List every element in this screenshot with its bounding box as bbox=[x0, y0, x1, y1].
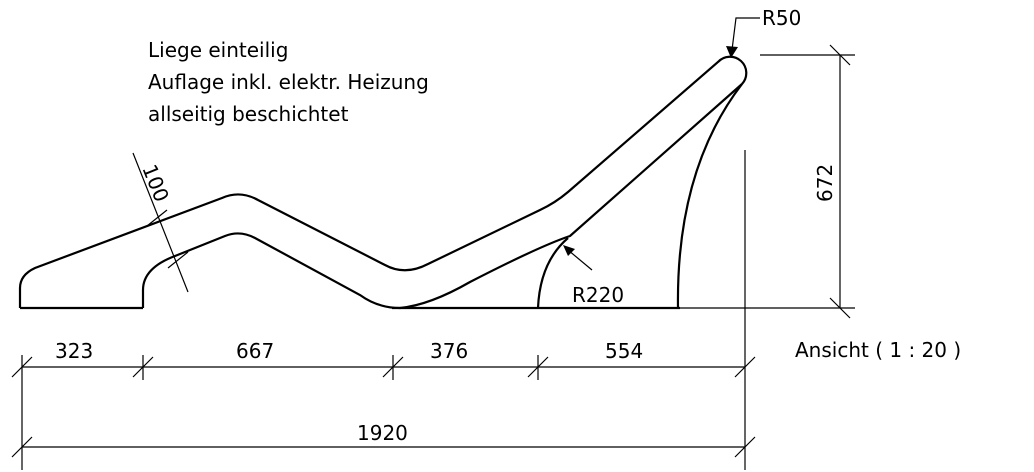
note: allseitig beschichtet bbox=[148, 102, 349, 126]
segment-label: 554 bbox=[605, 339, 643, 363]
dimension-lines bbox=[11, 17, 855, 470]
segment-label: 667 bbox=[236, 339, 274, 363]
segment-label: 376 bbox=[430, 339, 468, 363]
radius-label: R50 bbox=[762, 6, 801, 30]
caption: Ansicht ( 1 : 20 ) bbox=[795, 338, 961, 362]
lounger-outline bbox=[18, 55, 748, 310]
thickness-label: 100 bbox=[137, 161, 174, 205]
note: Liege einteilig bbox=[148, 38, 288, 62]
radius-label: R220 bbox=[572, 283, 624, 307]
height-label: 672 bbox=[813, 164, 837, 202]
note: Auflage inkl. elektr. Heizung bbox=[148, 70, 429, 94]
segment-label: 323 bbox=[55, 339, 93, 363]
total-label: 1920 bbox=[357, 421, 408, 445]
